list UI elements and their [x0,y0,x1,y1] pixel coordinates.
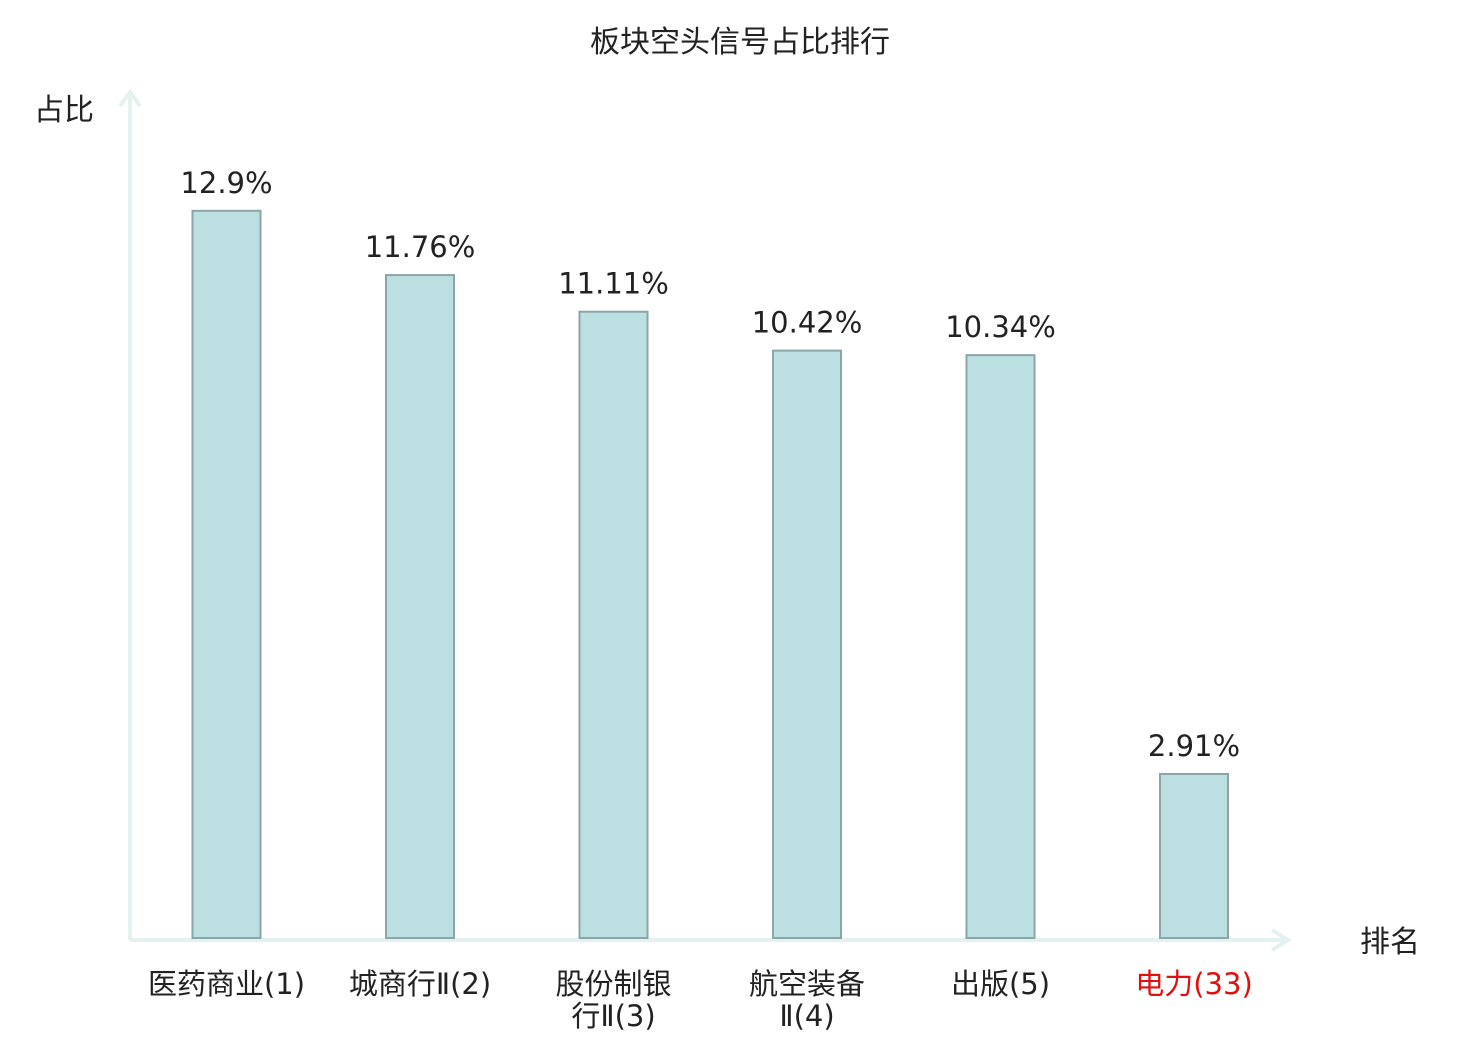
axes [118,88,1292,952]
bar-value-label: 10.34% [945,310,1056,344]
bar-value-label: 12.9% [180,166,272,200]
category-tick-label: 医药商业(1) [148,967,305,1001]
bar [772,349,842,939]
bar [578,310,649,939]
x-axis-arrow [1270,928,1292,952]
bar-value-label: 2.91% [1148,729,1240,763]
bar [191,209,262,939]
bars [191,209,1229,940]
category-tick-label: 行Ⅱ(3) [571,999,655,1033]
chart-title: 板块空头信号占比排行 [590,25,890,60]
bar [385,274,455,940]
category-tick-label: 股份制银 [555,967,671,1001]
x-axis-label: 排名 [1360,925,1420,960]
bar [1159,772,1229,939]
bar-value-label: 10.42% [752,306,863,340]
category-tick-label: 航空装备 [749,967,865,1001]
value-labels: 12.9% 11.76% 11.11% 10.42% 10.34% 2.91% [180,166,1240,763]
y-axis-label: 占比 [34,93,94,128]
bar-value-label: 11.11% [558,267,669,301]
category-tick-label: 出版(5) [951,967,1050,1001]
category-tick-label: 电力(33) [1135,967,1253,1001]
y-axis-arrow [118,88,142,108]
category-tick-label: 城商行Ⅱ(2) [349,967,491,1001]
bar-value-label: 11.76% [365,230,476,264]
category-tick-label: Ⅱ(4) [779,999,834,1033]
bar [965,354,1036,939]
